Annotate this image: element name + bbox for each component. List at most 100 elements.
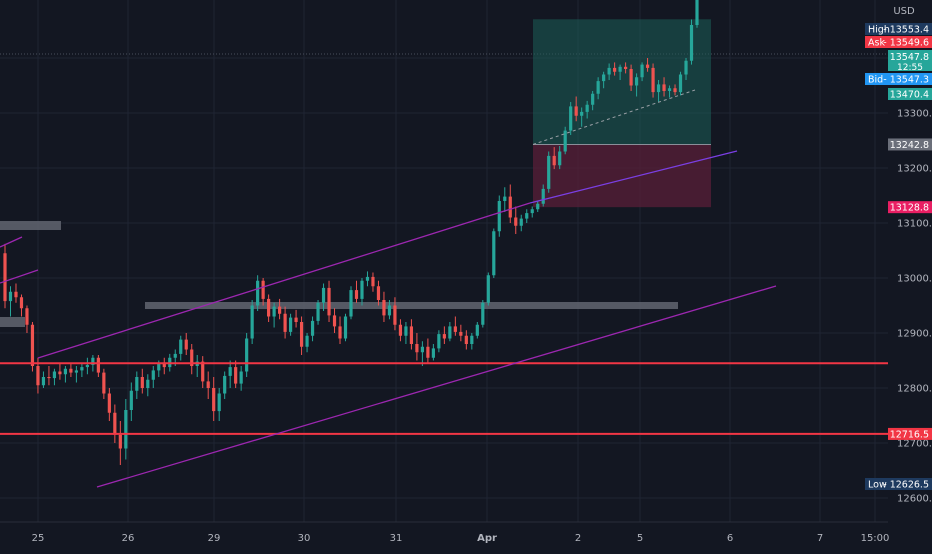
candle-body — [393, 305, 397, 325]
time-tick-label: Apr — [477, 533, 497, 544]
candle-body — [239, 371, 243, 384]
candle-body — [634, 77, 639, 86]
bid-price-tag-value: - 13547.3 — [883, 75, 929, 86]
channel-upper-line — [37, 202, 531, 359]
candle-body — [618, 66, 622, 72]
candle-body — [591, 93, 595, 105]
price-tick-label: 13300.0 — [897, 109, 932, 120]
bid-price-tag-label: Bid — [868, 75, 883, 86]
candle-body — [563, 130, 567, 152]
stop-price-value: 13128.8 — [890, 203, 929, 214]
candle-body — [354, 290, 359, 299]
candle-body — [426, 346, 430, 358]
candle-body — [272, 306, 276, 317]
candle-body — [651, 67, 655, 93]
currency-label: USD — [893, 6, 915, 17]
ask-price-tag-bg — [865, 36, 932, 48]
candle-body — [179, 339, 183, 354]
resistance-zone-left — [0, 221, 61, 230]
support-price-value: 12716.5 — [890, 429, 929, 440]
last-price-bg — [888, 50, 932, 71]
candle-body — [678, 74, 683, 93]
candle-body — [52, 371, 57, 379]
candle-body — [645, 64, 650, 68]
candle-body — [409, 326, 414, 344]
candle-body — [91, 357, 95, 365]
candle-body — [541, 188, 545, 204]
candle-body — [492, 231, 496, 276]
candle-body — [580, 111, 584, 116]
time-axis[interactable]: 25 26 29 30 31 Apr 2 5 6 7 15:00 — [0, 521, 890, 544]
candle-body — [305, 335, 309, 347]
candle-body — [376, 286, 381, 300]
candle-body — [63, 368, 68, 375]
zone-left-small — [0, 317, 25, 327]
candle-body — [574, 106, 578, 116]
candle-body — [640, 64, 644, 78]
candle-body — [481, 302, 485, 325]
candle-body — [475, 324, 479, 336]
time-tick-label: 30 — [298, 533, 311, 544]
candle-body — [371, 276, 375, 287]
entry-price-bg — [888, 138, 932, 151]
candle-body — [19, 297, 24, 309]
candle-body — [261, 280, 265, 299]
channel-left-line-2 — [0, 236, 23, 248]
stop-price-bg — [888, 201, 932, 214]
candle-body — [667, 88, 672, 91]
bid-price-tag-bg — [865, 73, 932, 85]
candle-body — [47, 377, 51, 379]
time-tick-label: 26 — [122, 533, 135, 544]
candle-body — [547, 155, 551, 189]
target-price-tag: 13470.4 — [888, 88, 932, 101]
candle-body — [585, 104, 589, 112]
low-price-tag: Low- 12626.5 — [865, 478, 932, 491]
channel-lower-line — [96, 285, 777, 488]
candle-body — [508, 196, 512, 218]
candle-body — [267, 298, 271, 317]
channel-upper-extension — [529, 150, 738, 204]
candle-body — [552, 155, 556, 166]
low-price-tag-value: - 12626.5 — [883, 480, 929, 491]
candle-body — [212, 388, 216, 412]
candle-body — [442, 334, 446, 339]
channel-left-line — [0, 269, 39, 284]
candle-body — [113, 412, 117, 435]
candle-body — [85, 364, 89, 368]
candle-body — [321, 287, 326, 303]
candle-body — [514, 217, 518, 226]
candle-body — [420, 346, 424, 353]
candle-body — [448, 326, 452, 339]
candle-body — [124, 410, 128, 449]
candle-body — [234, 367, 238, 384]
candle-body — [470, 335, 474, 344]
last-price-time: 12:55 — [897, 63, 923, 73]
candle-body — [343, 316, 348, 339]
candle-body — [245, 338, 249, 372]
candle-body — [684, 60, 688, 75]
candle-body — [223, 375, 227, 394]
target-price-bg — [888, 88, 932, 100]
candle-body — [569, 106, 573, 131]
time-tick-label: 15:00 — [861, 533, 890, 544]
low-price-tag-bg — [865, 478, 932, 490]
candle-body — [228, 367, 232, 376]
candle-body — [25, 308, 29, 325]
candle-body — [695, 0, 699, 26]
candle-body — [689, 25, 694, 61]
price-tick-label: 12800.0 — [897, 384, 932, 395]
candle-body — [74, 370, 78, 373]
candle-body — [288, 317, 293, 332]
candle-body — [102, 372, 106, 394]
candle-body — [283, 313, 287, 332]
candle-body — [629, 69, 633, 86]
high-price-tag-bg — [865, 23, 932, 35]
candle-body — [157, 363, 161, 371]
candle-body — [140, 377, 144, 388]
low-price-tag-label: Low — [868, 480, 887, 491]
candle-body — [497, 201, 501, 232]
ask-price-tag-value: - 13549.6 — [883, 38, 929, 49]
